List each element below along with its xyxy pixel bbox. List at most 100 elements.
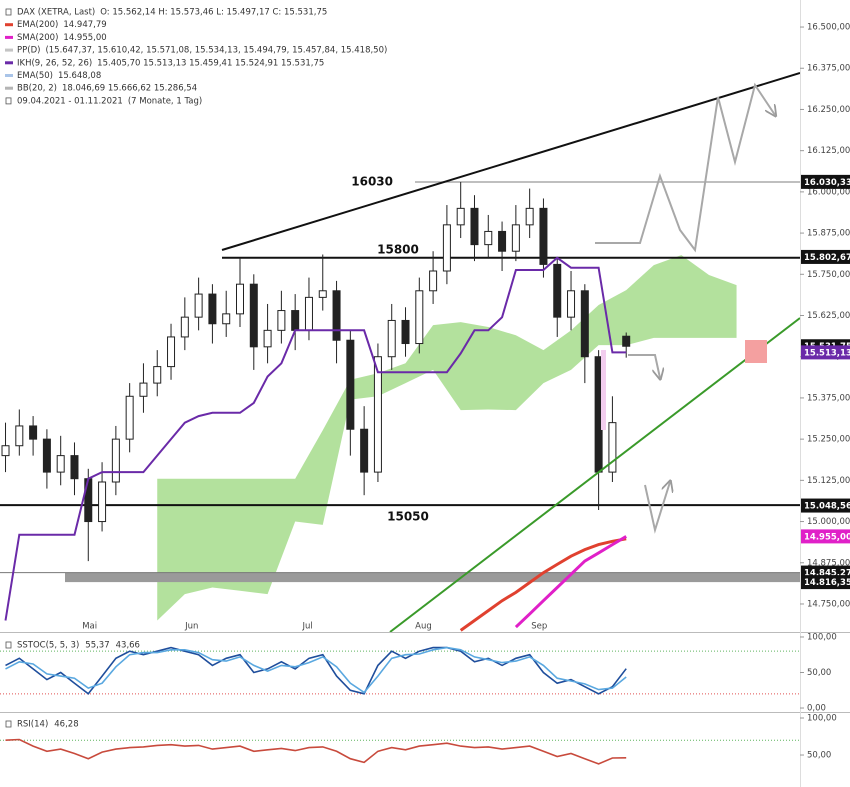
legend-name: EMA(200)	[17, 20, 58, 30]
candle-body	[539, 207, 548, 265]
oscillator-line	[5, 646, 627, 695]
legend-marker	[5, 8, 12, 16]
y-tick-label: 14.875,00	[807, 558, 850, 568]
y-tick-label: 15.625,00	[807, 311, 850, 321]
candle-body	[153, 366, 162, 384]
price-badge	[801, 249, 850, 264]
candle-body	[249, 283, 258, 348]
projection	[644, 482, 670, 534]
y-tick-label: 50,00	[807, 751, 831, 761]
legend-marker	[5, 35, 13, 39]
price-badge-label: 14.816,35	[804, 578, 850, 588]
candle-body	[291, 310, 300, 331]
legend-value: (7 Monate, 1 Tag)	[128, 96, 202, 106]
legend-value: 14.947,79	[63, 20, 106, 30]
legend: DAX (XETRA, Last) O: 15.562,14 H: 15.573,…	[5, 8, 387, 730]
candle-body	[373, 356, 382, 473]
price-badge	[801, 575, 850, 590]
candle-body	[167, 336, 176, 368]
candle-body	[346, 339, 355, 430]
y-tick-label: 100,00	[807, 713, 837, 723]
y-tick-label: 16.250,00	[807, 105, 850, 115]
candle-body	[304, 296, 313, 331]
candle-body	[194, 293, 203, 318]
candle-body	[553, 263, 562, 318]
candle-body	[180, 316, 189, 338]
candle-body	[456, 207, 465, 226]
panel-value: 43,66	[116, 641, 140, 651]
legend-value: O: 15.562,14 H: 15.573,46 L: 15.497,17 C…	[100, 8, 327, 18]
candle-body	[208, 293, 217, 325]
trend-line	[389, 317, 800, 632]
indicator-line	[4, 256, 627, 621]
price-badge-label: 15.513,13	[804, 348, 850, 358]
candle-body	[98, 481, 107, 523]
price-badge	[801, 174, 850, 189]
candle-body	[511, 224, 520, 252]
y-tick-label: 15.375,00	[807, 393, 850, 403]
oscillator-line	[5, 646, 627, 694]
y-tick-label: 14.750,00	[807, 599, 850, 609]
legend-value: 15.405,70 15.513,13 15.459,41 15.524,91 …	[97, 58, 324, 68]
price-badge	[801, 345, 850, 360]
candle-body	[1, 445, 10, 457]
price-badge-label: 15.802,67	[804, 253, 850, 263]
legend-name: 09.04.2021 - 01.11.2021	[17, 96, 123, 106]
y-tick-label: 15.125,00	[807, 476, 850, 486]
legend-marker	[5, 74, 13, 77]
price-badge-label: 15.048,56	[804, 502, 850, 512]
rsi-panel	[0, 738, 800, 765]
y-tick-label: 0,00	[807, 704, 826, 714]
highlight	[601, 350, 606, 430]
candle-body	[318, 290, 327, 298]
legend-marker	[5, 61, 13, 65]
candle-body	[222, 313, 231, 325]
legend-name: SMA(200)	[17, 33, 58, 43]
legend-name: DAX (XETRA, Last)	[17, 8, 95, 18]
legend-marker	[5, 720, 12, 728]
candle-body	[580, 290, 589, 358]
y-tick-label: 16.375,00	[807, 64, 850, 74]
level-label: 15800	[377, 242, 419, 256]
y-tick-label: 50,00	[807, 668, 831, 678]
panel-title: SSTOC(5, 5, 3)	[17, 641, 79, 651]
legend-name: IKH(9, 26, 52, 26)	[17, 58, 92, 68]
candle-body	[525, 207, 534, 226]
projection	[595, 82, 775, 253]
legend-name: PP(D)	[17, 46, 40, 56]
sstoc-panel	[0, 646, 800, 695]
candle-body	[111, 438, 120, 483]
candle-body	[263, 329, 272, 348]
candle-body	[401, 319, 410, 345]
candle-body	[125, 395, 134, 440]
panel-value: 46,28	[54, 720, 78, 730]
candle-body	[429, 270, 438, 292]
legend-value: 15.648,08	[58, 71, 101, 81]
legend-value: (15.647,37, 15.610,42, 15.571,08, 15.534…	[45, 46, 387, 56]
y-tick-label: 15.750,00	[807, 270, 850, 280]
legend-marker	[5, 641, 12, 649]
y-tick-label: 16.125,00	[807, 146, 850, 156]
candle-body	[442, 224, 451, 272]
price-badge	[801, 529, 850, 544]
y-tick-label: 15.875,00	[807, 229, 850, 239]
candle-body	[608, 422, 617, 473]
x-tick-label: Sep	[531, 622, 547, 632]
y-tick-label: 15.000,00	[807, 517, 850, 527]
price-panel: 16030 15800 15050	[0, 174, 800, 632]
candle-body	[415, 290, 424, 345]
panel-title: RSI(14)	[17, 720, 48, 730]
candle-body	[42, 438, 51, 473]
y-tick-label: 16.000,00	[807, 187, 850, 197]
legend-name: BB(20, 2)	[17, 84, 57, 94]
candle-body	[332, 290, 341, 341]
target-box	[745, 340, 767, 363]
level-label: 15050	[387, 510, 429, 524]
candle-body	[70, 455, 79, 480]
candle-body	[236, 283, 244, 315]
level-label: 16030	[351, 174, 393, 188]
candle-body	[360, 428, 369, 473]
candle-body	[484, 230, 493, 246]
x-tick-label: Jul	[301, 622, 312, 632]
